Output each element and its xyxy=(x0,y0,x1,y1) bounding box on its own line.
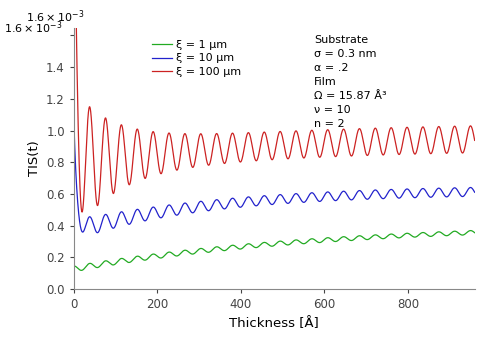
ξ = 10 μm xyxy=(361,193,367,197)
Line: ξ = 100 μm: ξ = 100 μm xyxy=(74,0,475,212)
ξ = 10 μm xyxy=(84,219,90,223)
ξ = 1 μm xyxy=(406,232,412,236)
ξ = 100 μm xyxy=(79,210,85,214)
ξ = 100 μm xyxy=(472,138,478,142)
X-axis label: Thickness [Å]: Thickness [Å] xyxy=(229,317,319,330)
ξ = 1 μm xyxy=(256,244,262,248)
ξ = 100 μm xyxy=(113,174,119,178)
Text: $1.6\times10^{-3}$: $1.6\times10^{-3}$ xyxy=(26,8,84,25)
ξ = 1 μm xyxy=(150,252,156,256)
ξ = 10 μm xyxy=(472,190,478,194)
Legend: ξ = 1 μm, ξ = 10 μm, ξ = 100 μm: ξ = 1 μm, ξ = 10 μm, ξ = 100 μm xyxy=(147,36,246,81)
Line: ξ = 10 μm: ξ = 10 μm xyxy=(74,120,475,233)
ξ = 1 μm xyxy=(361,236,367,240)
ξ = 1 μm xyxy=(468,228,473,233)
ξ = 10 μm xyxy=(113,222,119,226)
Y-axis label: TIS(t): TIS(t) xyxy=(28,140,41,176)
ξ = 10 μm xyxy=(256,200,262,204)
ξ = 10 μm xyxy=(95,231,100,235)
Text: $1.6\times10^{-3}$: $1.6\times10^{-3}$ xyxy=(4,19,62,36)
ξ = 100 μm xyxy=(84,128,90,132)
ξ = 1 μm xyxy=(71,264,77,268)
ξ = 100 μm xyxy=(406,128,412,132)
ξ = 10 μm xyxy=(406,188,412,192)
ξ = 100 μm xyxy=(256,149,262,153)
ξ = 1 μm xyxy=(113,261,119,265)
ξ = 1 μm xyxy=(84,263,90,267)
ξ = 100 μm xyxy=(361,141,367,145)
ξ = 10 μm xyxy=(71,118,77,122)
ξ = 10 μm xyxy=(150,205,156,209)
Line: ξ = 1 μm: ξ = 1 μm xyxy=(74,231,475,270)
ξ = 1 μm xyxy=(78,268,84,272)
Text: Substrate
σ = 0.3 nm
α = .2
Film
Ω = 15.87 Å³
ν = 10
n = 2: Substrate σ = 0.3 nm α = .2 Film Ω = 15.… xyxy=(314,35,387,129)
ξ = 1 μm xyxy=(472,231,478,235)
ξ = 100 μm xyxy=(150,130,156,134)
